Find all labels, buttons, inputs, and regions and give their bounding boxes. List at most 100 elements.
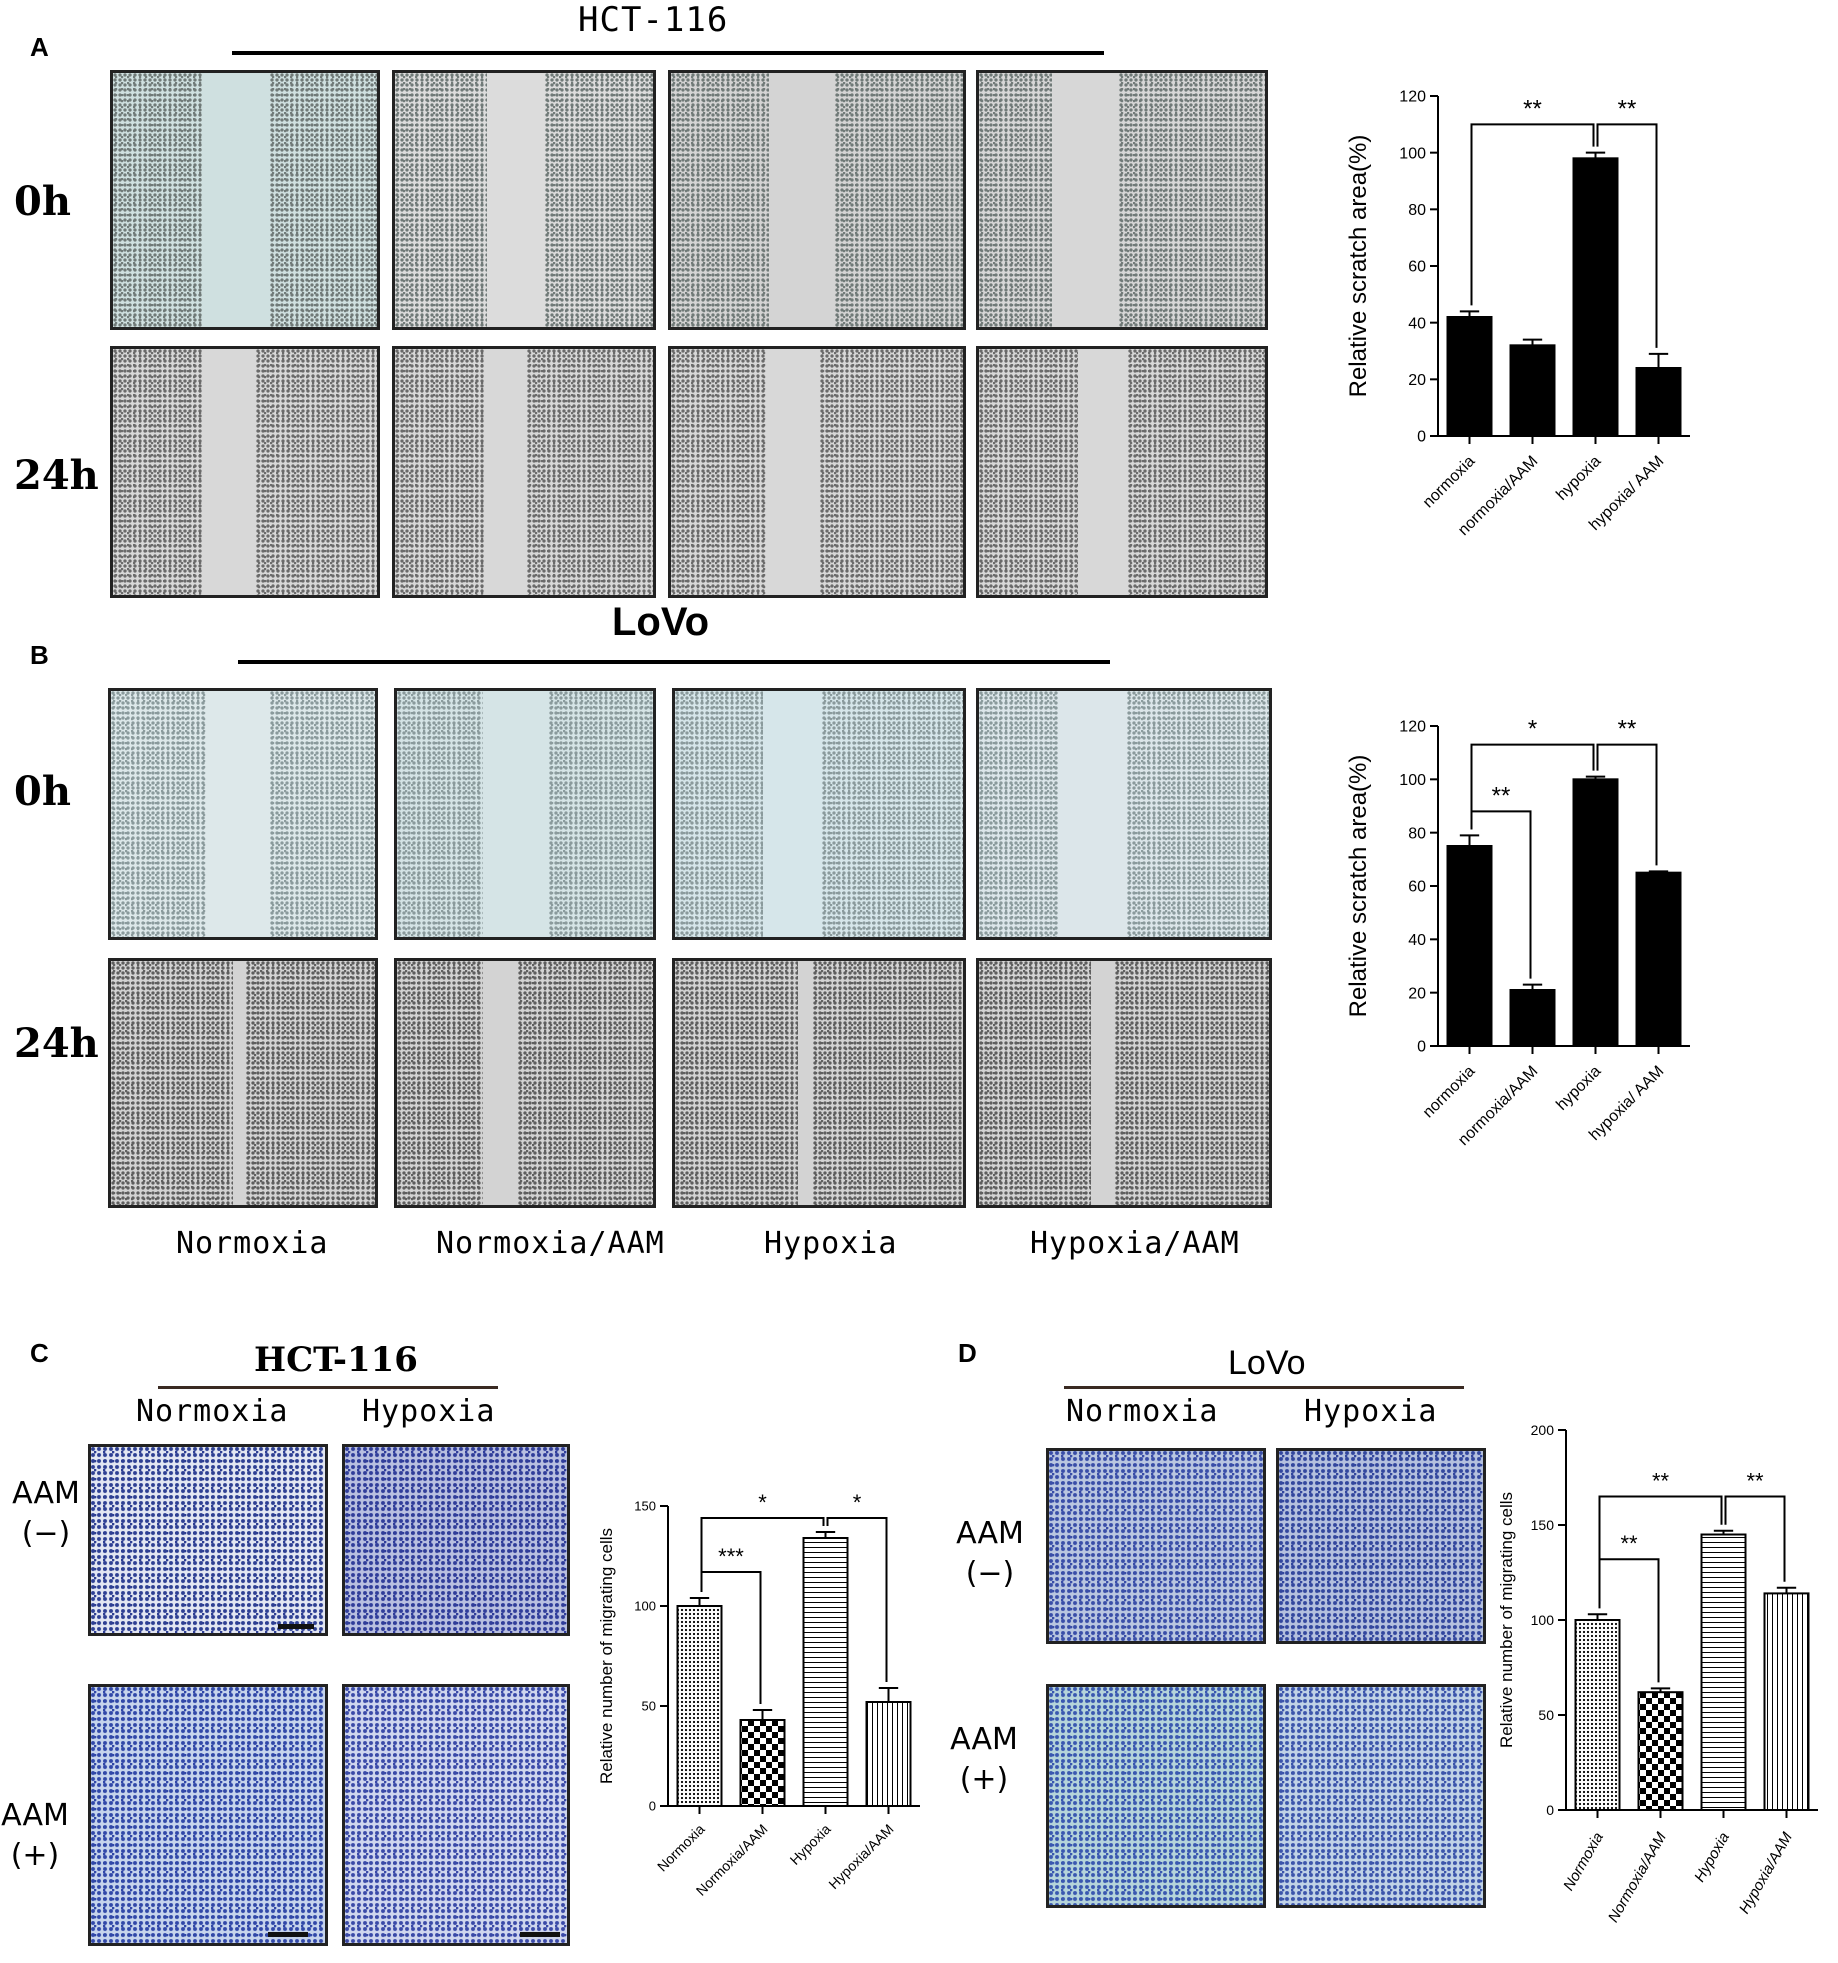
cell-monolayer-right <box>518 961 653 1205</box>
scale-bar <box>278 1624 314 1629</box>
transwell-d-normoxia-aam-plus <box>1046 1684 1266 1908</box>
x-tick-label: Normoxia <box>654 1821 708 1875</box>
scratch-image-b-24h-2 <box>394 958 656 1208</box>
significance-bracket <box>1596 743 1658 866</box>
panel-c-row-aam-plus: AAM (+) <box>0 1796 70 1876</box>
panel-c-row2-line2: (+) <box>10 1838 60 1873</box>
x-tick-label: Normoxia/AAM <box>1605 1829 1670 1925</box>
y-tick-label: 50 <box>1538 1707 1554 1723</box>
panel-c-row-aam-minus: AAM (−) <box>6 1474 86 1554</box>
scratch-image-b-24h-4 <box>976 958 1272 1208</box>
condition-label-normoxia: Normoxia <box>176 1226 329 1261</box>
chart-d: 0 50 100 150 200 Relative number of migrating… <box>1497 1422 1818 1925</box>
x-tick-label: Hypoxia <box>1691 1830 1733 1885</box>
cell-monolayer-left <box>395 73 487 327</box>
panel-d-row1-line2: (−) <box>965 1556 1015 1591</box>
panel-c-row1-line2: (−) <box>21 1516 71 1551</box>
cell-monolayer-right <box>813 961 963 1205</box>
y-tick-label: 0 <box>1417 429 1426 446</box>
cell-monolayer-right <box>256 349 377 595</box>
scratch-image-a-0h-1 <box>110 70 380 330</box>
cell-monolayer-left <box>111 961 233 1205</box>
scratch-image-a-24h-3 <box>668 346 966 598</box>
x-tick-label: Normoxia <box>1560 1830 1607 1894</box>
panel-c-title: HCT-116 <box>254 1340 418 1380</box>
bar-normoxia-aam <box>739 1719 786 1807</box>
panel-c-col-hypoxia: Hypoxia <box>362 1394 496 1429</box>
y-tick-label: 100 <box>634 1599 656 1614</box>
bar-hypoxia <box>1700 1533 1747 1811</box>
scratch-image-a-24h-2 <box>392 346 656 598</box>
x-tick-label: hypoxia <box>1553 1063 1604 1114</box>
significance-label: * <box>758 1490 767 1515</box>
scratch-image-b-0h-1 <box>108 688 378 940</box>
bar-hypoxia-aam <box>865 1701 912 1807</box>
y-tick-label: 100 <box>1399 145 1426 162</box>
significance-label: ** <box>1746 1469 1764 1494</box>
significance-bracket <box>1596 123 1658 348</box>
y-tick-label: 0 <box>1546 1802 1554 1818</box>
cell-monolayer-left <box>979 691 1059 937</box>
bar-normoxia <box>1446 845 1493 1047</box>
scale-bar <box>268 1932 308 1937</box>
panel-d-row2-line2: (+) <box>959 1762 1009 1797</box>
x-tick-label: normoxia <box>1420 453 1479 512</box>
condition-label-hypoxia: Hypoxia <box>764 1226 898 1261</box>
transwell-c-hypoxia-aam-plus <box>342 1684 570 1946</box>
panel-d-row1-line1: AAM <box>956 1516 1024 1551</box>
scratch-image-b-0h-2 <box>394 688 656 940</box>
y-tick-label: 120 <box>1399 719 1426 736</box>
bar-normoxia-aam <box>1637 1691 1684 1812</box>
cell-monolayer-left <box>671 73 769 327</box>
significance-bracket <box>1598 1495 1723 1609</box>
cell-monolayer-right <box>1127 691 1269 937</box>
significance-bracket <box>700 1571 762 1704</box>
y-tick-label: 80 <box>1408 825 1426 842</box>
significance-bracket <box>1470 810 1532 979</box>
significance-label: ** <box>1618 95 1637 122</box>
y-axis-label: Relative scratch area(%) <box>1345 135 1372 398</box>
y-axis-label: Relative number of migrating cells <box>1497 1492 1516 1748</box>
panel-b-title: LoVo <box>612 600 710 644</box>
y-tick-label: 150 <box>634 1499 656 1514</box>
transwell-c-normoxia-aam-plus <box>88 1684 328 1946</box>
cell-monolayer-right <box>545 73 653 327</box>
cell-monolayer-right <box>1128 349 1265 595</box>
cell-monolayer-left <box>397 961 483 1205</box>
cell-monolayer-right <box>820 349 963 595</box>
cell-monolayer-left <box>113 73 202 327</box>
cell-monolayer-left <box>979 349 1078 595</box>
y-tick-label: 60 <box>1408 259 1426 276</box>
significance-bracket <box>1598 1558 1660 1683</box>
scratch-image-a-24h-4 <box>976 346 1268 598</box>
condition-label-hypoxia-aam: Hypoxia/AAM <box>1030 1226 1240 1261</box>
panel-a-row-label-24h: 24h <box>14 452 99 499</box>
panel-c-row1-line1: AAM <box>12 1476 80 1511</box>
cell-monolayer-left <box>979 961 1091 1205</box>
cell-monolayer-left <box>111 691 206 937</box>
y-axis-label: Relative scratch area(%) <box>1345 755 1372 1018</box>
bar-normoxia-aam <box>1509 989 1556 1047</box>
chart-a: 0 20 40 60 80 100 120 Relative scratch area(%) n… <box>1345 89 1690 539</box>
x-tick-label: normoxia <box>1420 1063 1479 1122</box>
cell-monolayer-right <box>822 691 963 937</box>
cell-monolayer-left <box>395 349 485 595</box>
cell-monolayer-left <box>113 349 202 595</box>
transwell-d-normoxia-aam-minus <box>1046 1448 1266 1644</box>
significance-label: * <box>1528 716 1537 743</box>
cell-monolayer-left <box>397 691 483 937</box>
x-tick-label: Hypoxia <box>787 1821 834 1868</box>
scratch-image-b-0h-4 <box>976 688 1272 940</box>
bar-normoxia <box>1574 1619 1621 1811</box>
y-tick-label: 20 <box>1408 985 1426 1002</box>
panel-a-title-rule <box>232 51 1104 55</box>
x-tick-label: Hypoxia/AAM <box>1736 1829 1796 1917</box>
scratch-image-a-24h-1 <box>110 346 380 598</box>
transwell-c-normoxia-aam-minus <box>88 1444 328 1636</box>
x-tick-label: hypoxia <box>1553 453 1604 504</box>
panel-b-letter: B <box>30 640 49 670</box>
panel-c-col-normoxia: Normoxia <box>136 1394 289 1429</box>
significance-bracket <box>826 1517 888 1682</box>
chart-b: 0 20 40 60 80 100 120 Relative scratch area(%) n… <box>1345 716 1690 1149</box>
y-tick-label: 120 <box>1399 89 1426 106</box>
